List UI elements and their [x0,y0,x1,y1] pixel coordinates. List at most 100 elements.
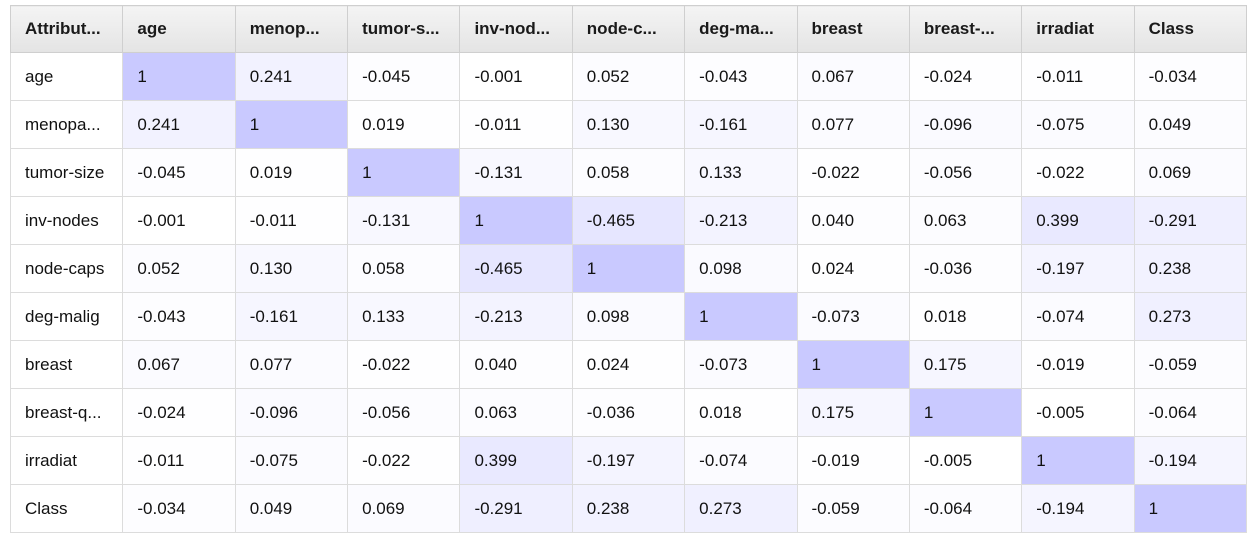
diagonal-cell: 1 [1021,436,1135,485]
column-header[interactable]: menop... [234,5,349,53]
correlation-cell: 0.040 [459,340,573,389]
correlation-cell: -0.291 [1133,196,1247,245]
table-row: menopa... 0.241 1 0.019 -0.011 0.130 -0.161 0.0… [9,100,1247,149]
correlation-cell: -0.043 [684,52,798,101]
correlation-cell: -0.291 [459,484,573,533]
corner-header[interactable]: Attribut... [9,5,124,53]
correlation-cell: -0.022 [796,148,910,197]
correlation-cell: 0.098 [571,292,686,341]
correlation-cell: -0.096 [908,100,1023,149]
column-header[interactable]: breast-... [908,5,1023,53]
correlation-cell: -0.022 [347,340,461,389]
correlation-cell: -0.024 [122,388,236,437]
diagonal-cell: 1 [684,292,798,341]
row-header: inv-nodes [9,196,124,245]
correlation-cell: -0.465 [459,244,573,293]
row-header: tumor-size [9,148,124,197]
correlation-cell: 0.067 [122,340,236,389]
correlation-cell: 0.077 [796,100,910,149]
correlation-cell: 0.019 [347,100,461,149]
correlation-cell: 0.175 [796,388,910,437]
correlation-cell: -0.131 [347,196,461,245]
correlation-cell: 0.077 [234,340,349,389]
correlation-cell: -0.059 [796,484,910,533]
correlation-cell: 0.067 [796,52,910,101]
correlation-cell: 0.241 [234,52,349,101]
correlation-cell: -0.034 [1133,52,1247,101]
diagonal-cell: 1 [908,388,1023,437]
correlation-cell: -0.073 [796,292,910,341]
correlation-cell: -0.022 [347,436,461,485]
correlation-cell: 0.399 [459,436,573,485]
correlation-matrix: Attribut... age menop... tumor-s... inv-… [9,5,1247,533]
correlation-cell: -0.001 [459,52,573,101]
diagonal-cell: 1 [234,100,349,149]
correlation-cell: -0.045 [122,148,236,197]
correlation-cell: 0.130 [571,100,686,149]
table-row: breast 0.067 0.077 -0.022 0.040 0.024 -0.073 1 0… [9,340,1247,389]
correlation-cell: 0.238 [571,484,686,533]
row-header: age [9,52,124,101]
correlation-cell: 0.133 [684,148,798,197]
correlation-cell: -0.064 [1133,388,1247,437]
column-header[interactable]: Class [1133,5,1247,53]
correlation-cell: -0.036 [571,388,686,437]
correlation-cell: -0.064 [908,484,1023,533]
row-header: deg-malig [9,292,124,341]
correlation-cell: -0.194 [1021,484,1135,533]
correlation-cell: 0.069 [1133,148,1247,197]
correlation-cell: 0.399 [1021,196,1135,245]
correlation-cell: -0.019 [796,436,910,485]
correlation-cell: -0.036 [908,244,1023,293]
column-header[interactable]: breast [796,5,910,53]
diagonal-cell: 1 [796,340,910,389]
table-row: breast-q... -0.024 -0.096 -0.056 0.063 -0.036… [9,388,1247,437]
correlation-table: Attribut... age menop... tumor-s... inv-… [9,5,1247,533]
correlation-cell: 0.063 [459,388,573,437]
correlation-cell: -0.056 [908,148,1023,197]
correlation-cell: -0.073 [684,340,798,389]
table-body: age 1 0.241 -0.045 -0.001 0.052 -0.043 0.067 -0.… [9,52,1247,533]
table-row: deg-malig -0.043 -0.161 0.133 -0.213 0.098 1 -0… [9,292,1247,341]
correlation-cell: -0.056 [347,388,461,437]
correlation-cell: 0.040 [796,196,910,245]
correlation-cell: -0.096 [234,388,349,437]
correlation-cell: 0.049 [234,484,349,533]
correlation-cell: -0.043 [122,292,236,341]
row-header: irradiat [9,436,124,485]
correlation-cell: -0.161 [234,292,349,341]
correlation-cell: 0.052 [122,244,236,293]
correlation-cell: -0.005 [908,436,1023,485]
table-row: tumor-size -0.045 0.019 1 -0.131 0.058 0.133 -0… [9,148,1247,197]
column-header[interactable]: tumor-s... [347,5,461,53]
correlation-cell: -0.161 [684,100,798,149]
correlation-cell: -0.024 [908,52,1023,101]
correlation-cell: -0.011 [122,436,236,485]
correlation-cell: -0.074 [684,436,798,485]
correlation-cell: 0.019 [234,148,349,197]
correlation-cell: 0.049 [1133,100,1247,149]
correlation-cell: -0.001 [122,196,236,245]
correlation-cell: 0.273 [1133,292,1247,341]
column-header[interactable]: node-c... [571,5,686,53]
correlation-cell: 0.058 [571,148,686,197]
correlation-cell: -0.045 [347,52,461,101]
table-row: inv-nodes -0.001 -0.011 -0.131 1 -0.465 -0.213… [9,196,1247,245]
diagonal-cell: 1 [347,148,461,197]
column-header[interactable]: deg-ma... [684,5,798,53]
correlation-cell: -0.213 [459,292,573,341]
table-row: node-caps 0.052 0.130 0.058 -0.465 1 0.098 0.02… [9,244,1247,293]
header-row: Attribut... age menop... tumor-s... inv-… [9,5,1247,53]
column-header[interactable]: irradiat [1021,5,1135,53]
column-header[interactable]: inv-nod... [459,5,573,53]
column-header[interactable]: age [122,5,236,53]
correlation-cell: 0.024 [571,340,686,389]
correlation-cell: 0.024 [796,244,910,293]
row-header: node-caps [9,244,124,293]
correlation-cell: -0.131 [459,148,573,197]
diagonal-cell: 1 [1133,484,1247,533]
correlation-cell: -0.011 [1021,52,1135,101]
correlation-cell: 0.130 [234,244,349,293]
row-header: menopa... [9,100,124,149]
correlation-cell: -0.465 [571,196,686,245]
